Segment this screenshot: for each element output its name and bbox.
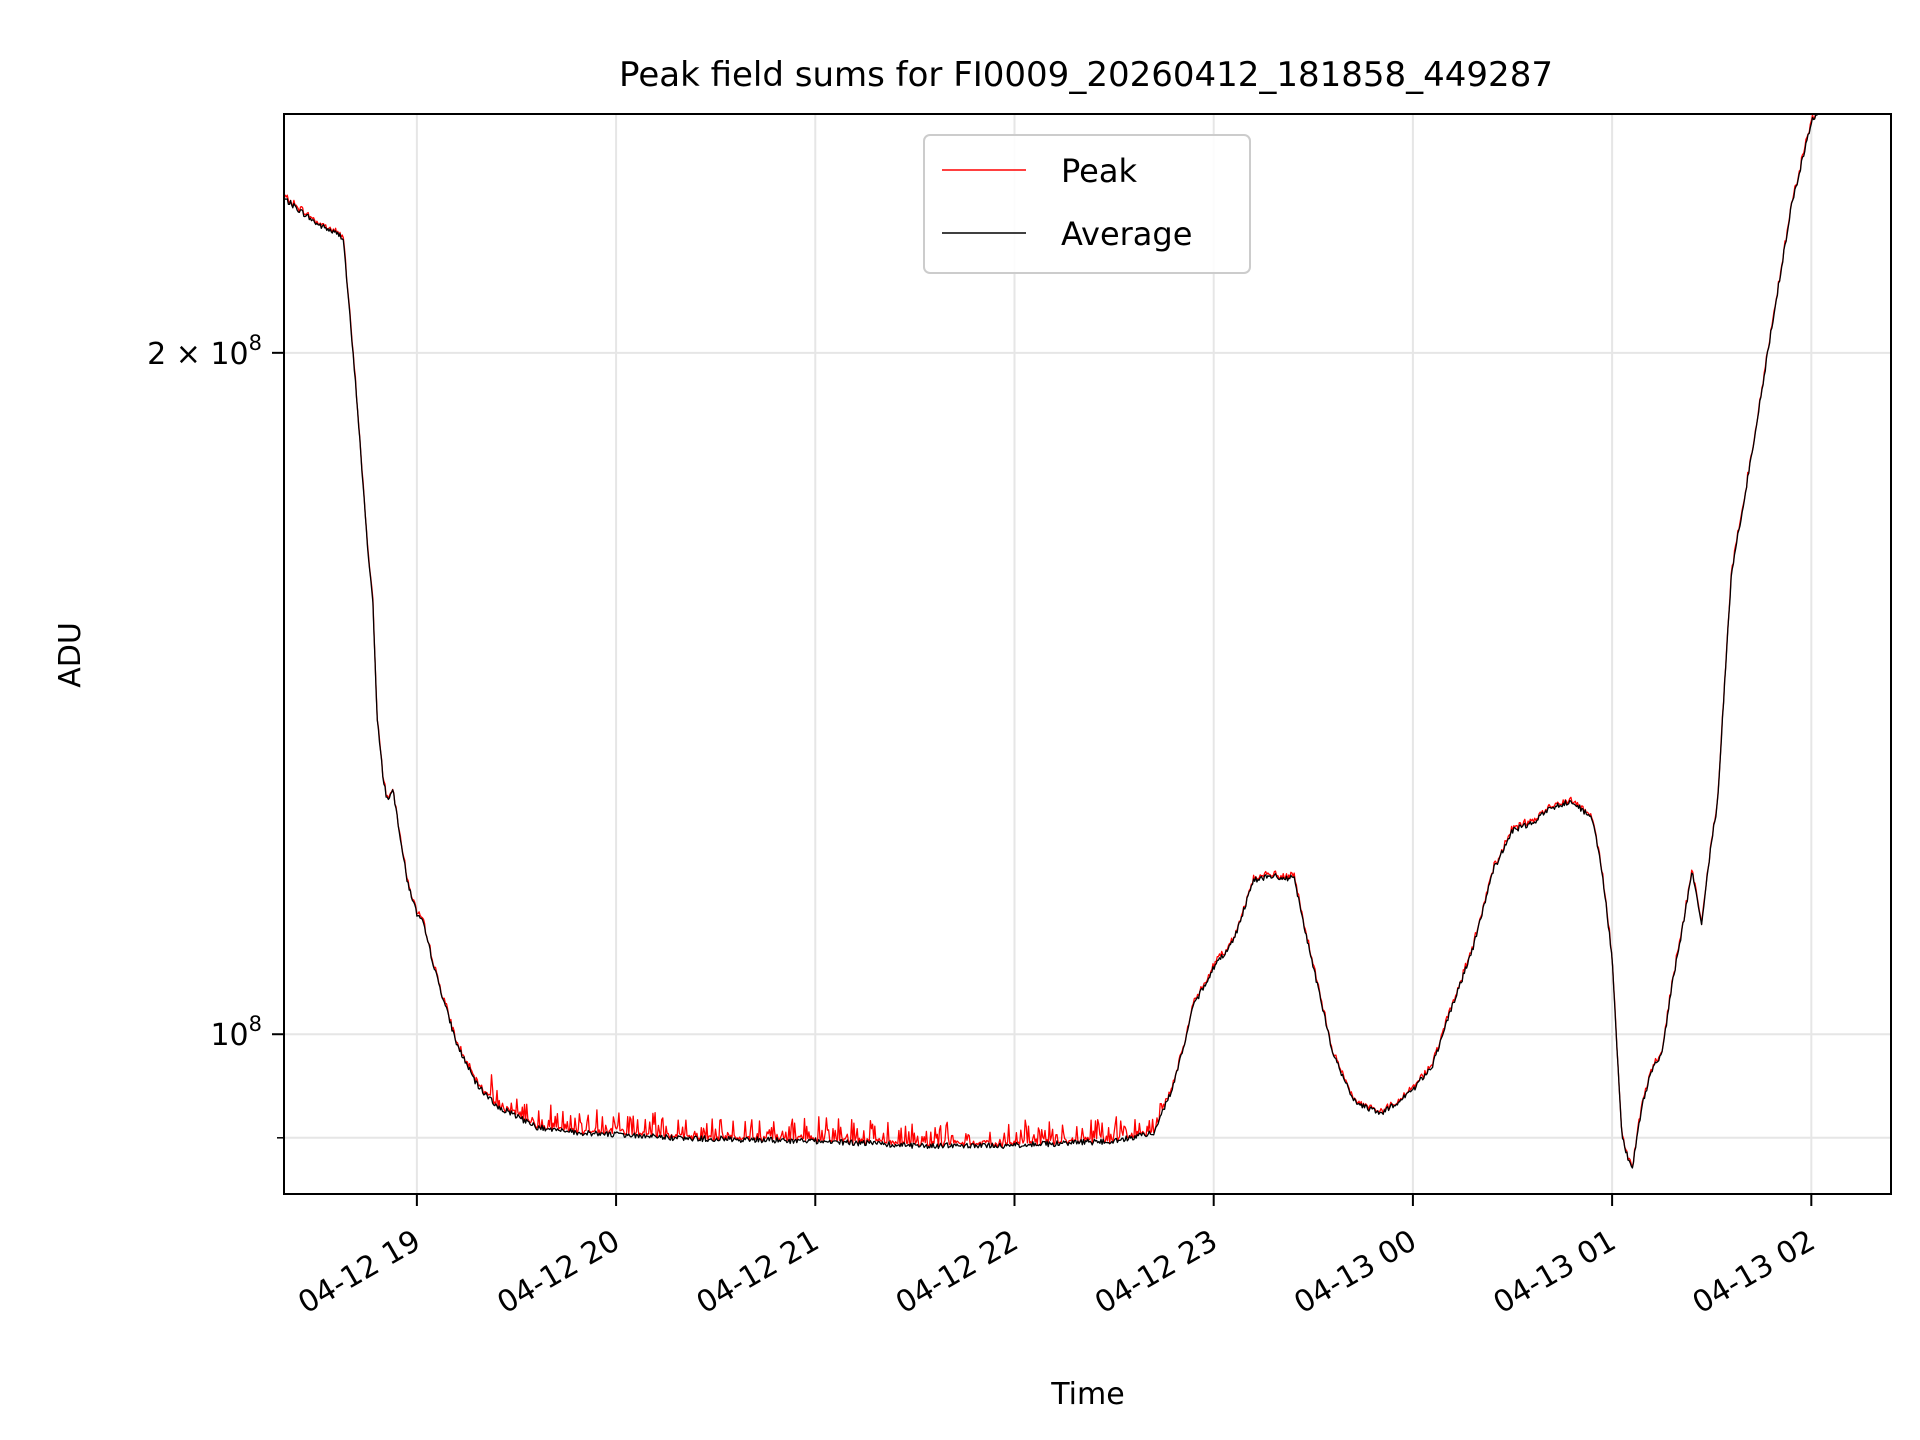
- y-axis-label: ADU: [53, 622, 88, 688]
- y-tick-mantissa: 2: [147, 337, 176, 372]
- y-tick-label: 2 × 108: [147, 331, 262, 372]
- chart-title: Peak field sums for FI0009_20260412_1818…: [619, 55, 1553, 95]
- legend-label-average: Average: [1061, 215, 1192, 253]
- legend: Peak Average: [923, 134, 1251, 274]
- y-tick-base: 10: [210, 337, 248, 372]
- y-tick-exponent: 8: [249, 1012, 262, 1036]
- series-group: [284, 114, 1819, 1169]
- legend-label-peak: Peak: [1061, 152, 1137, 190]
- series-line-average: [284, 114, 1819, 1169]
- y-tick-base: 10: [210, 1018, 248, 1053]
- y-tick-label: 108: [210, 1012, 262, 1053]
- y-tick-exponent: 8: [249, 331, 262, 355]
- x-axis-label: Time: [1050, 1377, 1124, 1412]
- plot-frame: [283, 113, 1892, 1195]
- y-tick-times: ×: [176, 337, 211, 372]
- series-layer: [284, 114, 1819, 1169]
